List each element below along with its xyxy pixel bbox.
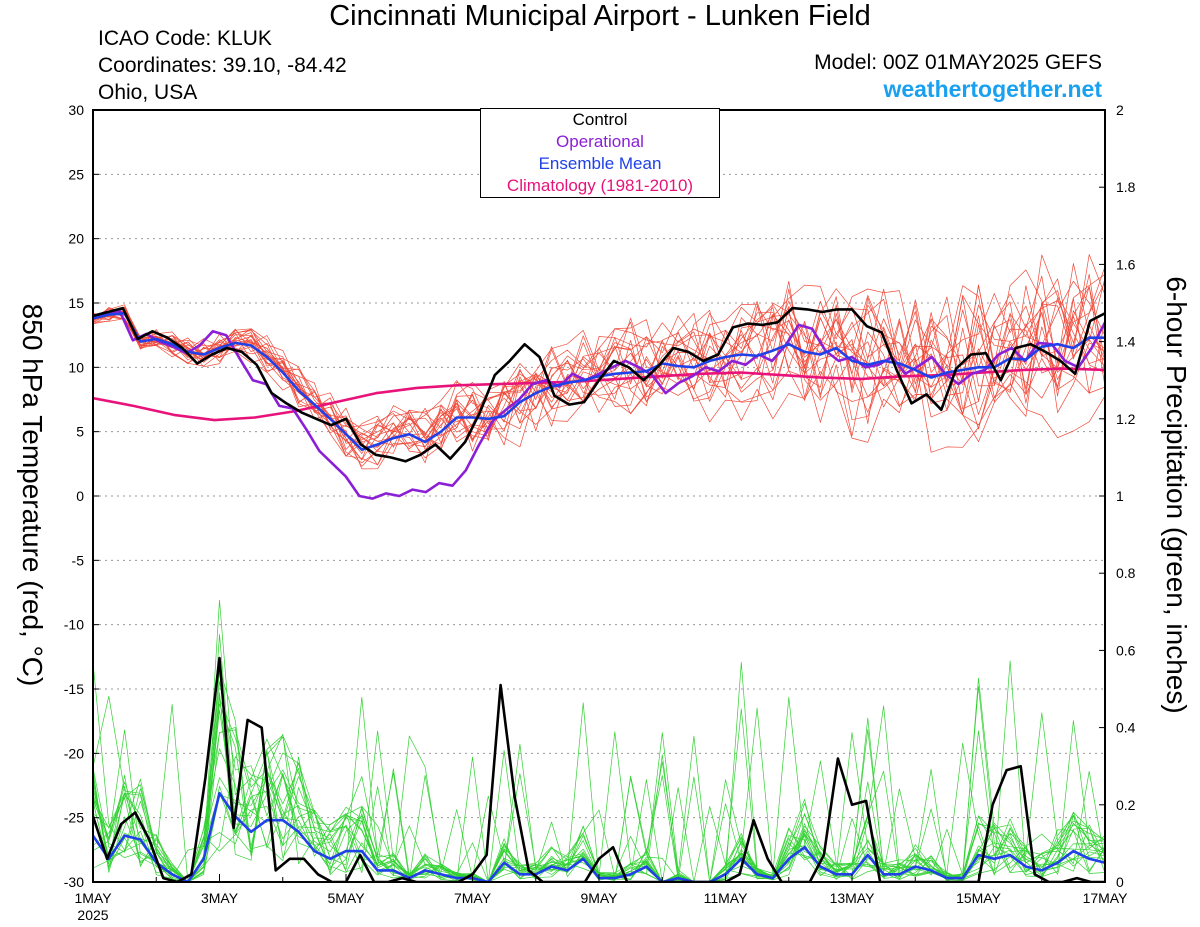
operational-line: [93, 309, 1105, 500]
precip-member-line: [93, 668, 1105, 882]
temp-member-line: [93, 277, 1105, 454]
y-right-tick-label: 0.4: [1116, 720, 1136, 736]
temp-member-line: [93, 294, 1105, 449]
x-tick-label: 11MAY: [704, 890, 748, 906]
y-left-tick-label: -20: [64, 745, 84, 761]
legend-item-ensemble-mean: Ensemble Mean: [538, 154, 662, 173]
temp-member-line: [93, 312, 1105, 457]
y-left-tick-label: -15: [64, 681, 84, 697]
y-right-tick-label: 1.2: [1116, 411, 1136, 427]
x-tick-label: 13MAY: [830, 890, 876, 906]
legend-item-operational: Operational: [556, 132, 644, 151]
model-run: Model: 00Z 01MAY2025 GEFS: [814, 51, 1102, 74]
precip-member-line: [93, 692, 1105, 882]
y-right-tick-label: 1.4: [1116, 334, 1136, 350]
x-tick-label: 3MAY: [201, 890, 239, 906]
y-right-tick-label: 0.8: [1116, 565, 1136, 581]
y-right-tick-label: 1: [1116, 488, 1124, 504]
x-tick-label: 9MAY: [580, 890, 618, 906]
y-right-tick-label: 1.8: [1116, 179, 1136, 195]
icao-code: ICAO Code: KLUK: [98, 27, 272, 50]
y-left-tick-label: 30: [68, 102, 84, 118]
legend: Control Operational Ensemble Mean Climat…: [480, 108, 720, 198]
website-link[interactable]: weathertogether.net: [883, 76, 1102, 102]
y-right-tick-label: 0.6: [1116, 642, 1136, 658]
x-tick-label: 7MAY: [454, 890, 492, 906]
chart-title: Cincinnati Municipal Airport - Lunken Fi…: [329, 0, 871, 32]
y-left-tick-label: -10: [64, 617, 84, 633]
y-left-tick-label: 5: [76, 424, 84, 440]
y-left-tick-label: 20: [68, 231, 84, 247]
y-left-tick-label: -5: [72, 552, 85, 568]
precip-member-line: [93, 698, 1105, 882]
x-year-label: 2025: [77, 907, 108, 923]
ensemble-mean-temp-line: [93, 311, 1105, 452]
precip-member-line: [93, 662, 1105, 882]
control-temp-line: [93, 306, 1105, 463]
precip-member-line: [93, 681, 1105, 882]
legend-item-climatology: Climatology (1981-2010): [506, 176, 694, 195]
y-right-tick-label: 0.2: [1116, 797, 1136, 813]
precip-member-line: [93, 677, 1105, 882]
y-left-tick-label: 10: [68, 359, 84, 375]
temp-member-line: [93, 312, 1105, 470]
y-left-tick-label: -30: [64, 874, 84, 890]
y-left-tick-label: 0: [76, 488, 84, 504]
precip-member-line: [93, 776, 1105, 882]
y-right-tick-label: 1.6: [1116, 256, 1136, 272]
y-axis-right-label: 6-hour Precipitation (green, inches): [1161, 276, 1192, 714]
temp-member-line: [93, 312, 1105, 461]
x-tick-label: 5MAY: [327, 890, 365, 906]
y-axis-left-label: 850 hPa Temperature (red, °C): [17, 303, 48, 687]
x-tick-label: 17MAY: [1083, 890, 1129, 906]
x-tick-label: 1MAY: [74, 890, 112, 906]
coordinates: Coordinates: 39.10, -84.42: [98, 54, 347, 77]
x-tick-label: 15MAY: [956, 890, 1002, 906]
y-right-tick-label: 0: [1116, 874, 1124, 890]
plot-area: [93, 254, 1105, 882]
ensemble-mean-precip-line: [93, 791, 1105, 882]
temp-member-line: [93, 281, 1105, 466]
y-left-tick-label: 25: [68, 166, 84, 182]
control-precip-line: [93, 656, 1105, 882]
y-right-tick-label: 2: [1116, 102, 1124, 118]
y-left-tick-label: 15: [68, 295, 84, 311]
location: Ohio, USA: [98, 81, 198, 104]
precip-member-line: [93, 668, 1105, 882]
precip-member-line: [93, 696, 1105, 882]
legend-item-control: Control: [572, 110, 628, 129]
precip-member-line: [93, 704, 1105, 882]
y-left-tick-label: -25: [64, 810, 84, 826]
